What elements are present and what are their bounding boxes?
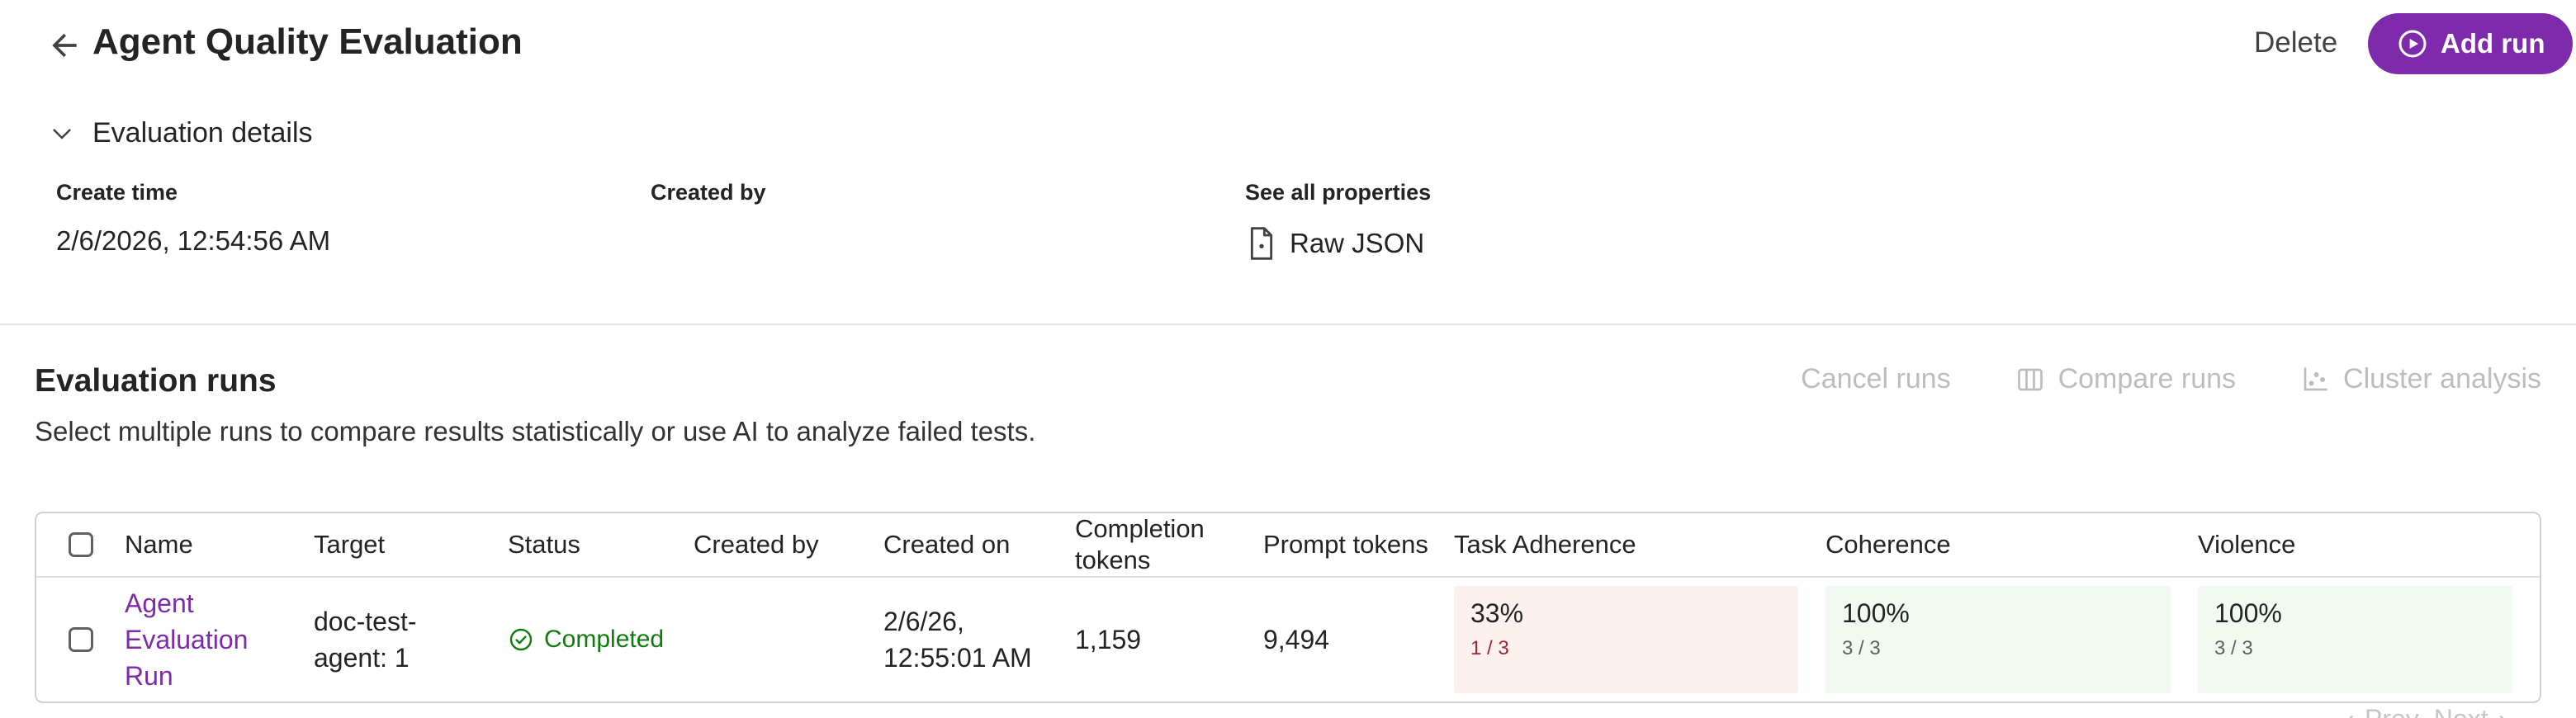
task-adherence-score: 33% 1 / 3 bbox=[1454, 586, 1798, 693]
table-row[interactable]: Agent Evaluation Run doc-test-agent: 1 C… bbox=[36, 578, 2540, 701]
task-adherence-fraction: 1 / 3 bbox=[1470, 637, 1509, 659]
cluster-analysis-button[interactable]: Cluster analysis bbox=[2300, 363, 2541, 395]
compare-runs-button[interactable]: Compare runs bbox=[2015, 363, 2236, 395]
run-target: doc-test-agent: 1 bbox=[314, 607, 417, 673]
run-status: Completed bbox=[508, 621, 694, 658]
see-all-properties-label: See all properties bbox=[1245, 180, 1432, 205]
violence-score: 100% 3 / 3 bbox=[2198, 586, 2512, 693]
see-all-properties-field: See all properties Raw JSON bbox=[1245, 180, 1431, 262]
select-all-checkbox[interactable] bbox=[68, 532, 93, 557]
cluster-icon bbox=[2304, 366, 2327, 390]
compare-runs-label: Compare runs bbox=[2057, 363, 2237, 394]
run-violence-cell: 100% 3 / 3 bbox=[2198, 578, 2540, 701]
run-prompt-tokens: 9,494 bbox=[1263, 625, 1330, 654]
add-run-button[interactable]: Add run bbox=[2368, 13, 2574, 74]
column-header-created-on: Created on bbox=[883, 530, 1011, 559]
run-created-on: 2/6/26, 12:55:01 AM bbox=[883, 607, 1032, 673]
create-time-field: Create time 2/6/2026, 12:54:56 AM bbox=[56, 180, 330, 257]
coherence-fraction: 3 / 3 bbox=[1842, 637, 1881, 659]
delete-button[interactable]: Delete bbox=[2254, 26, 2338, 59]
violence-fraction: 3 / 3 bbox=[2214, 637, 2253, 659]
column-header-task-adherence: Task Adherence bbox=[1454, 530, 1636, 559]
run-status-label: Completed bbox=[544, 626, 665, 653]
run-completion-tokens: 1,159 bbox=[1075, 625, 1142, 654]
column-header-target: Target bbox=[314, 530, 386, 559]
create-time-value: 2/6/2026, 12:54:56 AM bbox=[56, 225, 331, 256]
run-coherence-cell: 100% 3 / 3 bbox=[1825, 578, 2198, 701]
coherence-score: 100% 3 / 3 bbox=[1825, 586, 2171, 693]
cancel-runs-label: Cancel runs bbox=[1801, 363, 1951, 394]
column-header-name: Name bbox=[125, 530, 193, 559]
table-header-row: Name Target Status Created by Created on… bbox=[36, 513, 2540, 578]
column-header-coherence: Coherence bbox=[1825, 530, 1951, 559]
evaluation-runs-subtitle: Select multiple runs to compare results … bbox=[35, 416, 1036, 446]
chevron-down-icon bbox=[53, 128, 71, 139]
prev-button[interactable]: ‹ Prev bbox=[2345, 704, 2419, 718]
evaluation-details-toggle[interactable]: Evaluation details bbox=[50, 117, 313, 149]
pagination: ‹ Prev Next › bbox=[2345, 704, 2508, 718]
add-run-label: Add run bbox=[2441, 28, 2545, 59]
back-button[interactable] bbox=[43, 25, 86, 68]
next-label: Next bbox=[2434, 704, 2488, 718]
evaluation-runs-title: Evaluation runs bbox=[35, 363, 277, 399]
violence-percent: 100% bbox=[2214, 598, 2282, 628]
cancel-runs-button[interactable]: Cancel runs bbox=[1801, 363, 1950, 395]
evaluation-runs-table: Name Target Status Created by Created on… bbox=[35, 512, 2541, 703]
raw-json-label: Raw JSON bbox=[1290, 228, 1425, 258]
play-circle-icon bbox=[2398, 30, 2427, 58]
create-time-label: Create time bbox=[56, 180, 178, 205]
column-header-created-by: Created by bbox=[694, 530, 819, 559]
column-header-prompt-tokens: Prompt tokens bbox=[1263, 530, 1428, 559]
run-task-adherence-cell: 33% 1 / 3 bbox=[1454, 578, 1825, 701]
column-header-violence: Violence bbox=[2198, 530, 2296, 559]
created-by-label: Created by bbox=[651, 180, 766, 205]
run-name-link[interactable]: Agent Evaluation Run bbox=[125, 588, 249, 691]
column-header-status: Status bbox=[508, 530, 580, 559]
next-button[interactable]: Next › bbox=[2434, 704, 2508, 718]
runs-actions-toolbar: Cancel runs Compare runs Cluster analysi… bbox=[1801, 363, 2541, 395]
coherence-percent: 100% bbox=[1842, 598, 1910, 628]
task-adherence-percent: 33% bbox=[1470, 598, 1524, 628]
raw-json-button[interactable]: Raw JSON bbox=[1245, 225, 1431, 262]
created-by-field: Created by bbox=[651, 180, 766, 225]
evaluation-details-label: Evaluation details bbox=[92, 117, 313, 149]
json-document-icon bbox=[1250, 227, 1273, 260]
row-checkbox[interactable] bbox=[68, 627, 93, 652]
chevron-right-icon: › bbox=[2498, 704, 2508, 718]
back-arrow-icon bbox=[52, 33, 77, 57]
cluster-analysis-label: Cluster analysis bbox=[2343, 363, 2541, 394]
page-title: Agent Quality Evaluation bbox=[92, 21, 523, 62]
chevron-left-icon: ‹ bbox=[2345, 704, 2355, 718]
section-divider bbox=[0, 324, 2576, 325]
prev-label: Prev bbox=[2365, 704, 2419, 718]
completed-check-icon bbox=[509, 628, 533, 651]
compare-icon bbox=[2017, 368, 2043, 390]
column-header-completion-tokens: Completion tokens bbox=[1075, 514, 1205, 574]
